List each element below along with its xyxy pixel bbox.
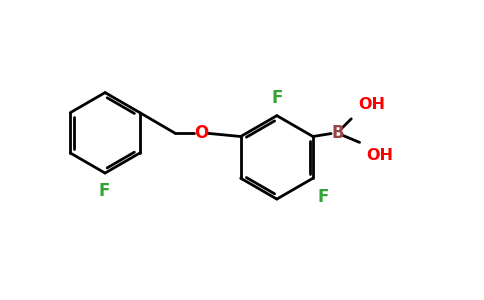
Text: F: F xyxy=(98,182,110,200)
Text: OH: OH xyxy=(366,148,393,163)
Text: OH: OH xyxy=(358,97,385,112)
Text: F: F xyxy=(318,188,329,206)
Text: F: F xyxy=(271,89,283,107)
Text: B: B xyxy=(331,124,344,142)
Text: O: O xyxy=(194,124,208,142)
